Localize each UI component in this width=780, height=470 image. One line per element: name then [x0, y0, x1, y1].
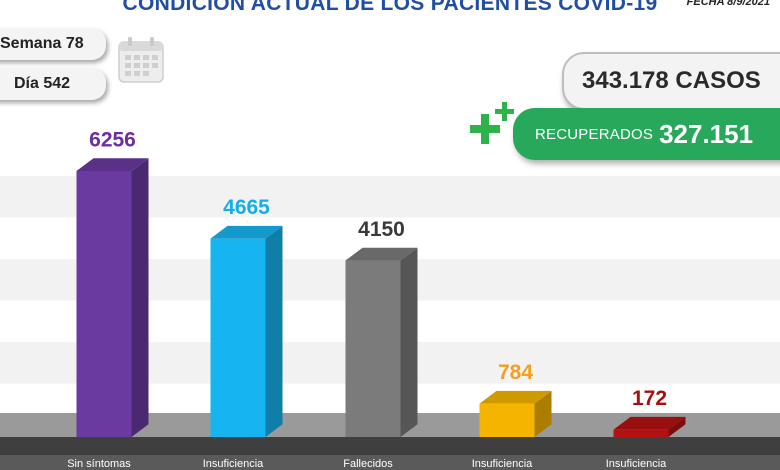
bar-top: [479, 390, 552, 404]
bar-category-label: Insuficiencia: [606, 458, 667, 470]
bar-top: [76, 158, 149, 171]
bar-front: [76, 171, 132, 437]
chart-category-labels: Sin síntomas Insuficiencia Fallecidos Insuf…: [67, 458, 667, 470]
bar-side: [668, 416, 686, 437]
bar-value-label: 172: [632, 387, 667, 410]
week-badge: Semana 78: [0, 28, 106, 60]
bar-side: [534, 390, 552, 437]
bar-front: [613, 429, 669, 437]
bar-category-label: Sin síntomas: [67, 458, 131, 470]
bar-top: [210, 225, 283, 239]
bar-category-label: Fallecidos: [343, 458, 393, 470]
report-date: FECHA 8/9/2021: [686, 0, 770, 8]
bar-value-label: 4150: [358, 218, 405, 241]
bar-side: [131, 158, 149, 437]
recovered-box: RECUPERADOS 327.151: [513, 108, 780, 160]
bar-category-label: Insuficiencia: [472, 458, 533, 470]
chart-value-labels: 6256 4665 4150 784 172: [89, 128, 667, 410]
bar-top: [345, 247, 418, 261]
day-badge: Día 542: [0, 68, 106, 100]
recovered-value: 327.151: [659, 118, 754, 149]
bar-front: [210, 238, 266, 437]
bar-side: [400, 247, 418, 437]
bar-value-label: 4665: [223, 196, 270, 219]
calendar-icon: [118, 37, 164, 83]
total-cases-box: 343.178 CASOS: [562, 52, 780, 110]
recovered-label: RECUPERADOS: [535, 125, 654, 143]
bar-value-label: 6256: [89, 128, 136, 151]
floor-base: [0, 455, 780, 470]
bar-front: [345, 260, 401, 437]
medical-plus-icon: [470, 102, 514, 144]
bar-side: [265, 225, 283, 437]
floor-front: [0, 437, 780, 455]
chart-bars: [76, 158, 686, 437]
bar-value-label: 784: [498, 361, 533, 384]
bar-front: [479, 403, 535, 437]
page-title: CONDICIÓN ACTUAL DE LOS PACIENTES COVID-…: [122, 0, 658, 15]
bar-top: [613, 416, 686, 430]
bar-category-label: Insuficiencia: [203, 458, 264, 470]
